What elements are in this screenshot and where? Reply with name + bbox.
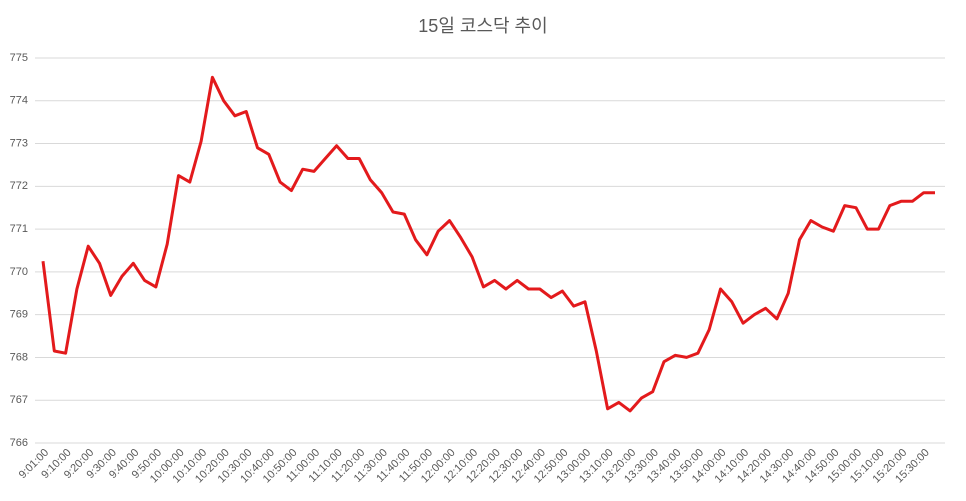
y-tick-label: 767 — [10, 394, 28, 406]
y-tick-label: 773 — [10, 137, 28, 149]
y-tick-label: 775 — [10, 52, 28, 64]
y-tick-label: 770 — [10, 266, 28, 278]
y-tick-label: 771 — [10, 223, 28, 235]
y-tick-label: 768 — [10, 351, 28, 363]
line-series — [41, 75, 935, 413]
y-tick-label: 774 — [10, 95, 28, 107]
y-tick-label: 772 — [10, 180, 28, 192]
chart-title: 15일 코스닥 추이 — [418, 16, 547, 36]
y-tick-label: 766 — [10, 437, 28, 449]
y-tick-label: 769 — [10, 309, 28, 321]
